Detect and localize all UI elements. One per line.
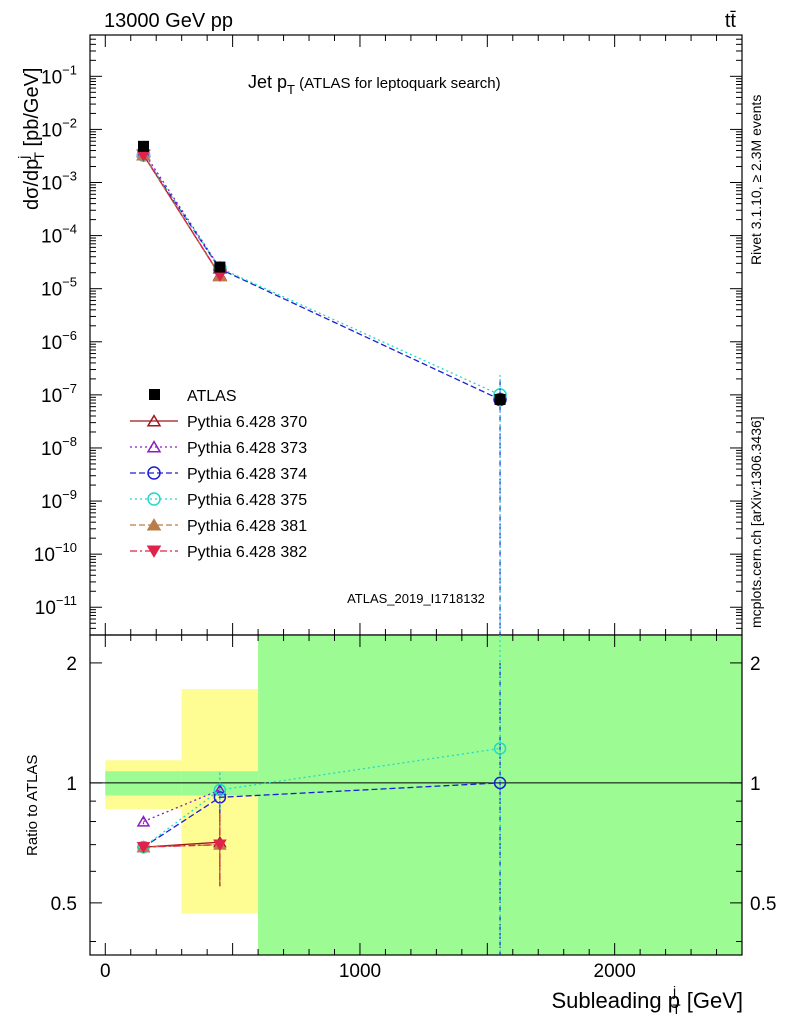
ratio-y-axis-title: Ratio to ATLAS bbox=[24, 755, 41, 856]
y-axis-title: dσ/dpjT [pb/GeV] bbox=[15, 68, 47, 210]
legend-label: Pythia 6.428 374 bbox=[187, 466, 307, 483]
legend: ATLAS Pythia 6.428 370 Pythia 6.428 373 Pyt… bbox=[130, 388, 307, 561]
series-line bbox=[142, 154, 221, 277]
ratio-series-line bbox=[143, 789, 221, 823]
legend-marker bbox=[147, 492, 161, 506]
main-plot: 10−1 10−2 10−3 10−4 10−5 10−6 10−7 10−8 10−9 10−1… bbox=[34, 34, 743, 636]
process-label: tt̄ bbox=[725, 10, 737, 32]
y-tick-label: 10−8 bbox=[41, 434, 77, 460]
y-tick-label: 10−5 bbox=[41, 275, 77, 301]
y-tick-label: 10−4 bbox=[41, 222, 77, 248]
legend-label: Pythia 6.428 370 bbox=[187, 414, 307, 431]
y-tick-label: 10−9 bbox=[41, 487, 77, 513]
site-label: mcplots.cern.ch [arXiv:1306.3436] bbox=[748, 416, 764, 628]
ratio-y-tick-label: 0.5 bbox=[51, 894, 77, 915]
legend-label: Pythia 6.428 375 bbox=[187, 492, 307, 509]
legend-marker bbox=[146, 545, 162, 558]
series-line bbox=[142, 154, 501, 401]
ratio-y-tick-label: 2 bbox=[66, 654, 77, 675]
ratio-y-tick-label: 1 bbox=[66, 774, 77, 795]
legend-label: Pythia 6.428 381 bbox=[187, 518, 307, 535]
ratio-point bbox=[136, 841, 151, 854]
y-tick-label: 10−10 bbox=[34, 540, 77, 566]
y-tick-label: 10−2 bbox=[41, 115, 77, 141]
ratio-point bbox=[213, 839, 227, 852]
data-point bbox=[494, 393, 506, 405]
analysis-label: ATLAS_2019_I1718132 bbox=[347, 591, 485, 606]
legend-marker bbox=[146, 518, 162, 531]
ratio-point bbox=[136, 815, 151, 827]
legend-marker bbox=[146, 414, 162, 427]
x-tick-label: 2000 bbox=[594, 961, 636, 982]
ratio-series-line bbox=[143, 843, 220, 848]
y-tick-label: 10−7 bbox=[41, 381, 77, 407]
rivet-label: Rivet 3.1.10, ≥ 2.3M events bbox=[748, 95, 764, 265]
legend-label: Pythia 6.428 373 bbox=[187, 440, 307, 457]
ratio-series-line bbox=[143, 747, 501, 848]
ratio-point bbox=[213, 783, 227, 797]
y-tick-label: 10−3 bbox=[41, 168, 77, 194]
y-tick-label: 10−11 bbox=[35, 593, 77, 619]
series-line bbox=[142, 154, 501, 396]
ratio-plot: 0 1000 2000 0.5 0.5 1 1 2 2 bbox=[51, 634, 776, 982]
x-axis-title: Subleading pj T [GeV] bbox=[552, 983, 744, 1017]
legend-label: Pythia 6.428 382 bbox=[187, 544, 307, 561]
series-line bbox=[142, 154, 221, 276]
y-tick-label: 10−1 bbox=[41, 62, 77, 88]
plot-title: Jet pT (ATLAS for leptoquark search) bbox=[248, 72, 501, 97]
ratio-point bbox=[493, 742, 507, 755]
energy-label: 13000 GeV pp bbox=[104, 10, 233, 32]
series-line bbox=[142, 151, 221, 269]
ratio-point bbox=[493, 776, 507, 790]
ratio-y-tick-label: 0.5 bbox=[750, 894, 776, 915]
legend-marker-data bbox=[149, 389, 160, 400]
y-tick-label: 10−6 bbox=[41, 328, 77, 354]
x-tick-label: 0 bbox=[100, 961, 111, 982]
ratio-y-tick-label: 1 bbox=[750, 774, 761, 795]
data-point bbox=[137, 140, 149, 152]
data-point bbox=[214, 261, 226, 273]
legend-label-data: ATLAS bbox=[187, 388, 237, 405]
ratio-plot-frame bbox=[89, 634, 743, 956]
x-tick-label: 1000 bbox=[339, 961, 381, 982]
legend-marker bbox=[147, 466, 161, 480]
ratio-y-tick-label: 2 bbox=[750, 654, 761, 675]
legend-marker bbox=[146, 440, 162, 453]
